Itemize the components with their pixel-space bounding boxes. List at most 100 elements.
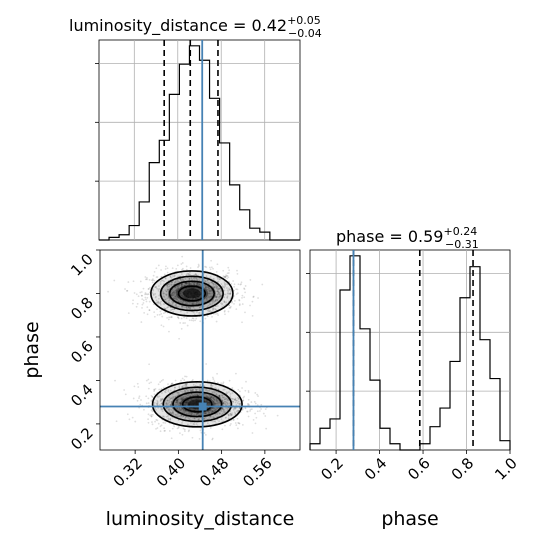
scatter-point — [224, 402, 226, 405]
scatter-point — [210, 398, 212, 401]
scatter-point — [224, 276, 227, 279]
scatter-point — [235, 293, 238, 296]
scatter-point — [218, 395, 221, 398]
scatter-point — [206, 296, 209, 298]
scatter-point — [176, 399, 178, 402]
scatter-point — [189, 389, 192, 392]
ld-xtick-label-1: 0.40 — [153, 454, 189, 490]
scatter-point — [186, 282, 189, 285]
scatter-point — [210, 396, 212, 399]
scatter-point — [157, 383, 160, 386]
scatter-point — [184, 306, 187, 309]
scatter-point — [155, 295, 157, 298]
scatter-point — [152, 293, 155, 296]
scatter-point — [213, 398, 216, 401]
scatter-point — [126, 289, 128, 292]
scatter-point — [208, 401, 211, 404]
scatter-point — [217, 402, 220, 405]
scatter-point — [181, 398, 184, 401]
scatter-point — [171, 294, 173, 297]
scatter-point — [209, 295, 212, 298]
scatter-point — [215, 284, 217, 287]
phase-title-sup: +0.24 — [443, 225, 477, 238]
scatter-point — [171, 267, 174, 270]
scatter-point — [199, 296, 202, 299]
scatter-point — [200, 284, 203, 287]
scatter-point — [152, 278, 154, 281]
scatter-point — [210, 384, 212, 387]
scatter-point — [199, 320, 202, 323]
scatter-point — [167, 417, 170, 420]
scatter-point — [184, 322, 186, 324]
scatter-point — [208, 380, 211, 383]
scatter-point — [190, 413, 193, 416]
scatter-point — [178, 407, 181, 410]
scatter-point — [140, 291, 143, 293]
scatter-point — [238, 407, 241, 409]
scatter-point — [240, 281, 243, 284]
scatter-point — [180, 263, 183, 265]
scatter-point — [213, 400, 215, 403]
scatter-point — [178, 385, 181, 388]
scatter-point — [207, 415, 210, 418]
scatter-point — [180, 305, 183, 308]
scatter-point — [198, 306, 201, 309]
scatter-point — [232, 398, 235, 400]
scatter-point — [209, 416, 211, 419]
scatter-point — [198, 389, 201, 392]
scatter-point — [211, 376, 214, 379]
scatter-point — [198, 283, 201, 286]
scatter-point — [222, 401, 225, 404]
scatter-point — [224, 293, 227, 296]
scatter-point — [176, 279, 179, 281]
scatter-point — [170, 400, 173, 403]
scatter-point — [187, 413, 190, 415]
scatter-point — [211, 281, 214, 284]
scatter-point — [195, 274, 198, 277]
scatter-point — [184, 410, 187, 413]
scatter-point — [170, 309, 172, 311]
scatter-point — [193, 283, 196, 286]
scatter-point — [165, 265, 167, 268]
scatter-point — [172, 409, 175, 411]
scatter-point — [212, 400, 215, 403]
scatter-point — [216, 399, 218, 402]
scatter-point — [184, 389, 186, 392]
scatter-point — [185, 400, 188, 403]
scatter-point — [176, 280, 179, 283]
scatter-point — [238, 303, 241, 306]
scatter-point — [191, 436, 194, 439]
scatter-point — [173, 297, 176, 300]
scatter-point — [147, 378, 150, 381]
scatter-point — [215, 393, 218, 396]
scatter-point — [156, 276, 159, 278]
scatter-point — [173, 291, 176, 294]
scatter-point — [214, 308, 217, 311]
scatter-point — [212, 416, 215, 419]
scatter-point — [177, 403, 180, 406]
scatter-point — [176, 398, 179, 401]
scatter-point — [238, 422, 240, 425]
scatter-point — [181, 433, 184, 436]
scatter-point — [176, 392, 179, 395]
scatter-point — [162, 312, 165, 315]
scatter-point — [239, 403, 241, 405]
scatter-point — [216, 298, 218, 301]
scatter-point — [197, 266, 199, 269]
scatter-point — [157, 289, 160, 292]
scatter-point — [187, 393, 190, 396]
scatter-point — [188, 287, 190, 289]
scatter-point — [208, 287, 211, 290]
scatter-point — [177, 285, 180, 288]
scatter-point — [143, 408, 145, 411]
scatter-point — [251, 314, 254, 317]
scatter-point — [218, 288, 221, 291]
scatter-point — [148, 309, 151, 312]
scatter-point — [171, 410, 174, 413]
scatter-point — [151, 395, 154, 398]
scatter-point — [205, 363, 208, 365]
scatter-point — [212, 378, 215, 380]
scatter-point — [127, 281, 130, 283]
scatter-point — [232, 418, 235, 421]
scatter-point — [195, 277, 198, 279]
